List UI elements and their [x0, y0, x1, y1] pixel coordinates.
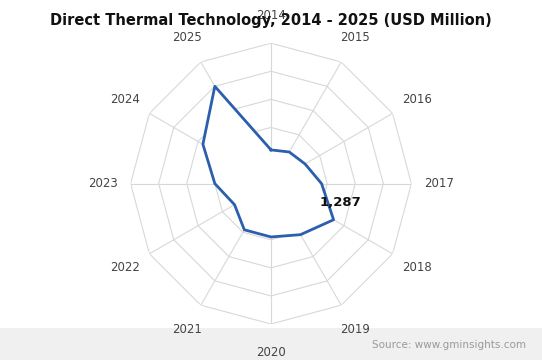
Text: 2023: 2023 [88, 177, 118, 190]
Text: 2016: 2016 [402, 93, 432, 106]
Text: 2020: 2020 [256, 346, 286, 359]
Text: 2022: 2022 [110, 261, 140, 274]
Text: 2025: 2025 [172, 31, 202, 44]
Text: 2018: 2018 [402, 261, 432, 274]
Text: 2024: 2024 [110, 93, 140, 106]
Text: 1,287: 1,287 [319, 196, 361, 209]
Text: Direct Thermal Technology, 2014 - 2025 (USD Million): Direct Thermal Technology, 2014 - 2025 (… [50, 13, 492, 28]
Text: 2017: 2017 [424, 177, 454, 190]
Text: 2019: 2019 [340, 323, 370, 336]
Text: 2015: 2015 [340, 31, 370, 44]
Text: 2014: 2014 [256, 9, 286, 22]
Text: Source: www.gminsights.com: Source: www.gminsights.com [372, 341, 526, 350]
Text: 2021: 2021 [172, 323, 202, 336]
Polygon shape [203, 86, 333, 237]
